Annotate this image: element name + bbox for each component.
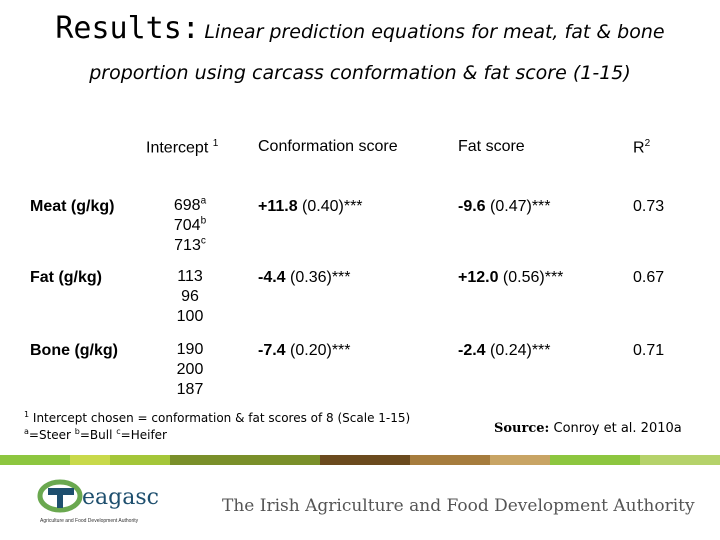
r2-bone: 0.71: [633, 342, 665, 359]
band-segment: [320, 455, 410, 465]
slide-title: Results: Linear prediction equations for…: [0, 14, 720, 44]
fat-score-meat: -9.6 (0.47)***: [458, 198, 551, 215]
r2-fat: 0.67: [633, 269, 665, 286]
conformation-meat: +11.8 (0.40)***: [258, 198, 363, 215]
logo-tagline: Agriculture and Food Development Authori…: [40, 518, 139, 524]
decorative-color-band: [0, 455, 720, 465]
r2-meat: 0.73: [633, 198, 665, 215]
row-label-fat: Fat (g/kg): [30, 269, 102, 286]
intercepts-meat: 698a 704b 713c: [173, 195, 207, 254]
logo-t-stem-icon: [57, 488, 63, 508]
logo-ring-icon: [37, 479, 83, 513]
fat-score-fat: +12.0 (0.56)***: [458, 269, 564, 286]
row-label-meat: Meat (g/kg): [30, 198, 115, 215]
slide-subtitle: proportion using carcass conformation & …: [89, 62, 631, 84]
footnotes: 1 Intercept chosen = conformation & fat …: [24, 410, 410, 444]
row-label-bone: Bone (g/kg): [30, 342, 118, 359]
conformation-bone: -7.4 (0.20)***: [258, 342, 351, 359]
band-segment: [70, 455, 110, 465]
footnote-intercept: 1 Intercept chosen = conformation & fat …: [24, 410, 411, 426]
header-r2: R2: [633, 138, 651, 157]
band-segment: [110, 455, 170, 465]
intercepts-bone: 190 200 187: [176, 341, 204, 398]
band-segment: [550, 455, 640, 465]
header-intercept: Intercept 1: [146, 138, 219, 157]
band-segment: [0, 455, 70, 465]
band-segment: [640, 455, 720, 465]
footnote-sex-codes: a=Steer b=Bull c=Heifer: [24, 427, 167, 443]
header-conformation: Conformation score: [258, 138, 398, 155]
fat-score-bone: -2.4 (0.24)***: [458, 342, 551, 359]
teagasc-logo: eagasc Agriculture and Food Development …: [37, 479, 159, 524]
conformation-fat: -4.4 (0.36)***: [258, 269, 351, 286]
logo-wordmark: eagasc: [82, 485, 159, 510]
source-citation: Source: Conroy et al. 2010a: [494, 421, 682, 436]
band-segment: [410, 455, 490, 465]
intercepts-fat: 113 96 100: [176, 268, 204, 325]
header-fat: Fat score: [458, 138, 525, 155]
band-segment: [490, 455, 550, 465]
band-segment: [170, 455, 320, 465]
title-rest: Linear prediction equations for meat, fa…: [204, 21, 665, 43]
title-lead: Results:: [55, 11, 200, 46]
authority-tagline: The Irish Agriculture and Food Developme…: [222, 496, 695, 516]
